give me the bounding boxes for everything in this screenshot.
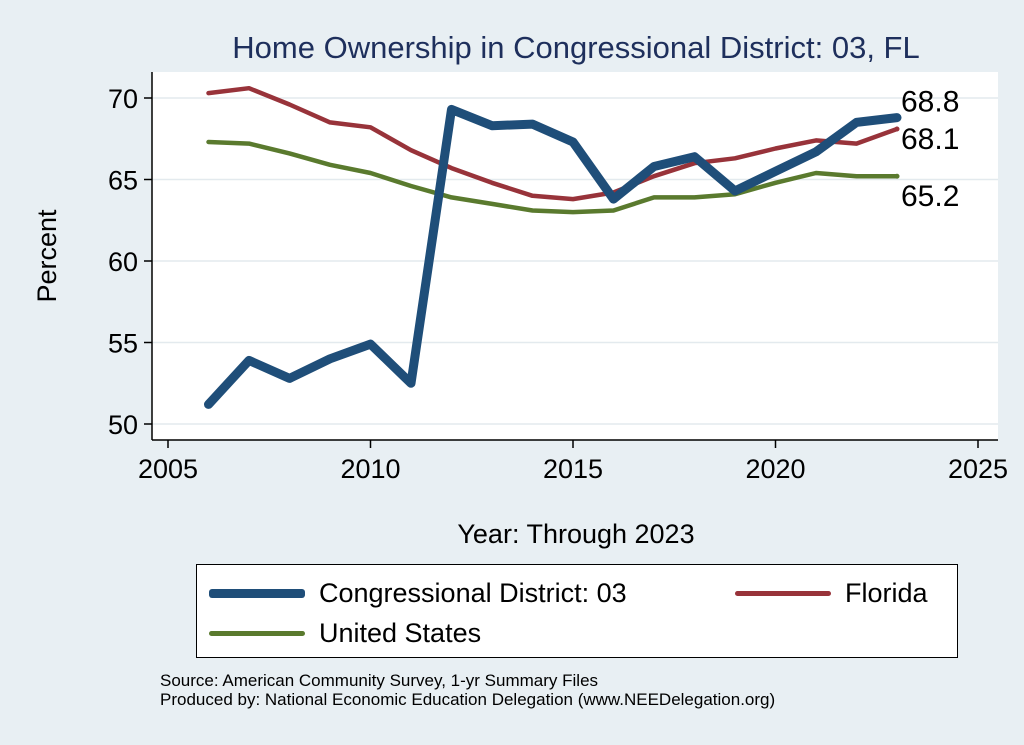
- produced-by-line: Produced by: National Economic Education…: [160, 690, 776, 709]
- series-lines: [204, 85, 902, 409]
- legend-label-florida: Florida: [845, 578, 928, 608]
- y-axis-title: Percent: [32, 209, 62, 303]
- series-end-marker-2: [894, 173, 900, 179]
- y-tick-label-65: 65: [108, 166, 138, 196]
- x-tick-label-2010: 2010: [340, 454, 400, 484]
- legend-swatch-florida: [735, 591, 831, 596]
- series-line-2: [206, 139, 900, 215]
- legend-item-district: Congressional District: 03: [209, 578, 627, 609]
- x-tick-label-2025: 2025: [948, 454, 1008, 484]
- y-tick-label-70: 70: [108, 84, 138, 114]
- series-end-marker-1: [894, 126, 900, 132]
- gridlines: [152, 97, 998, 425]
- plot-area: [152, 72, 998, 440]
- legend-swatch-united-states: [209, 631, 305, 636]
- x-tick-label-2020: 2020: [745, 454, 805, 484]
- legend-item-united-states: United States: [209, 618, 481, 649]
- series-end-marker-0: [894, 114, 900, 121]
- end-labels: 68.8 68.1 65.2: [901, 86, 959, 214]
- y-tick-label-55: 55: [108, 329, 138, 359]
- axes: 50 55 60 65 70 2005 2010 2015 2020 2025: [108, 72, 1008, 484]
- series-line-1: [206, 85, 900, 202]
- x-axis-title: Year: Through 2023: [457, 519, 694, 549]
- chart-title: Home Ownership in Congressional District…: [232, 30, 919, 65]
- end-label-0: 68.8: [901, 86, 959, 119]
- end-label-2: 65.2: [901, 180, 959, 213]
- legend-label-district: Congressional District: 03: [319, 578, 627, 608]
- source-note: Source: American Community Survey, 1-yr …: [160, 671, 775, 709]
- legend-swatch-district: [209, 589, 305, 598]
- end-label-1: 68.1: [901, 123, 959, 156]
- series-line-0: [204, 104, 902, 409]
- legend: Congressional District: 03 Florida Unite…: [196, 564, 958, 658]
- legend-item-florida: Florida: [735, 578, 928, 609]
- legend-label-united-states: United States: [319, 618, 482, 648]
- y-tick-label-50: 50: [108, 410, 138, 440]
- source-line: Source: American Community Survey, 1-yr …: [160, 671, 599, 690]
- y-tick-label-60: 60: [108, 247, 138, 277]
- x-tick-label-2005: 2005: [138, 454, 198, 484]
- x-tick-label-2015: 2015: [543, 454, 603, 484]
